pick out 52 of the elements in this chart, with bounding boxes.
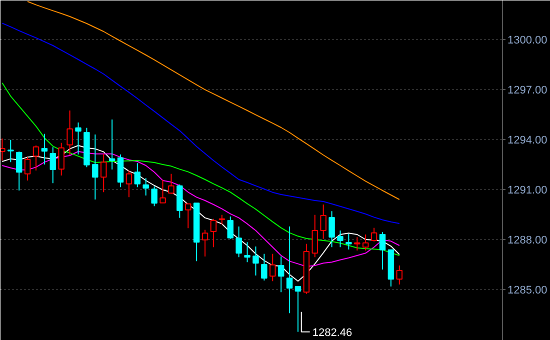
y-tick-label: 1297.00 — [508, 84, 548, 96]
candlestick — [370, 227, 378, 242]
annotation: 1282.46 — [312, 326, 352, 339]
candlestick — [278, 256, 284, 293]
candlestick — [151, 186, 158, 207]
y-tick-label: 1294.00 — [508, 134, 548, 146]
candlestick — [58, 142, 64, 176]
line-series — [2, 145, 400, 282]
candlestick — [50, 146, 56, 184]
candlestick — [142, 178, 149, 196]
y-tick-label: 1285.00 — [508, 284, 548, 296]
candlestick — [210, 218, 217, 248]
y-tick-label: 1291.00 — [508, 184, 548, 196]
candlestick — [92, 134, 98, 200]
candlestick — [346, 233, 352, 250]
candlestick — [244, 242, 250, 263]
candlestick — [227, 216, 234, 240]
candlestick — [320, 204, 326, 240]
candlestick — [126, 170, 132, 198]
candlestick — [286, 226, 293, 314]
line-series — [27, 1, 400, 200]
candlestick — [100, 153, 107, 193]
candlestick — [362, 234, 369, 251]
candlestick — [379, 232, 386, 270]
line-series — [2, 82, 400, 256]
candlestick — [24, 156, 31, 181]
y-tick-label: 1300.00 — [508, 34, 548, 46]
candlestick — [184, 203, 192, 229]
candlestick — [168, 173, 174, 194]
candlestick — [75, 122, 82, 155]
candlestick — [261, 253, 268, 281]
candlestick — [218, 214, 226, 225]
candlestick — [252, 246, 259, 276]
candlestick — [108, 119, 116, 170]
candlestick — [396, 265, 403, 285]
candlestick — [41, 133, 48, 165]
candlestick — [134, 162, 141, 188]
candlestick — [328, 210, 335, 248]
candlestick — [202, 229, 208, 257]
candlestick — [8, 139, 14, 163]
candlestick — [354, 236, 360, 251]
candlestick — [270, 253, 276, 282]
candlestick — [312, 214, 318, 258]
line-series — [2, 22, 400, 224]
candlestick — [66, 110, 73, 156]
candlestick — [16, 151, 22, 191]
candlestick — [160, 179, 166, 204]
candlestick — [236, 226, 242, 258]
candlestick — [337, 230, 344, 248]
y-tick-label: 1288.00 — [508, 234, 548, 246]
candlestick — [32, 145, 40, 171]
candlestick — [294, 286, 302, 332]
